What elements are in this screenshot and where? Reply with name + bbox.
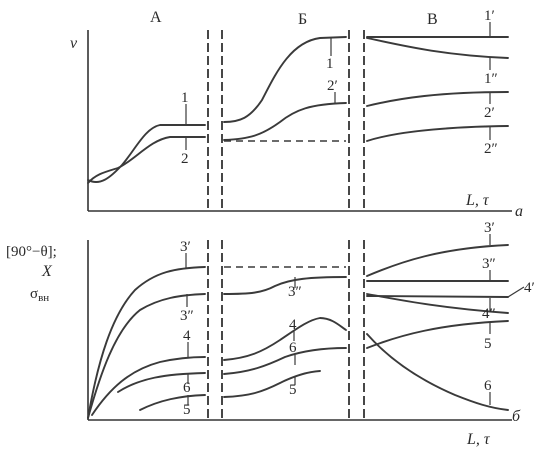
curve-4-zone-b [223, 317, 347, 361]
curve-2-zone-b [223, 102, 347, 141]
curve-3prime-zone-a [87, 266, 206, 419]
label-tick [507, 286, 525, 298]
curve-label: 4 [289, 317, 297, 333]
curve-label: 5 [289, 382, 297, 398]
curve-6-zone-a [117, 372, 206, 393]
top-panel-letter: а [515, 203, 523, 220]
curve-label: 2 [181, 151, 189, 167]
curve-3prime-zone-c [366, 244, 509, 277]
curve-3dprime-zone-b [223, 276, 347, 295]
curve-label: 1″ [484, 71, 498, 87]
curve-label: 4 [183, 328, 191, 344]
curve-label: 1 [181, 90, 189, 106]
curve-label: 4′ [524, 280, 535, 296]
curve-label: 1 [326, 56, 334, 72]
curve-label: 6 [484, 378, 492, 394]
curve-4-zone-a [91, 356, 206, 416]
curve-2dprime-zone-c [366, 125, 509, 142]
bottom-y-label-line1: [90°−θ]; [6, 244, 57, 260]
curve-2prime-zone-c [366, 91, 509, 107]
curve-6-zone-c [366, 333, 509, 411]
bottom-panel: [90°−θ]; X σвн L, τ б [6, 220, 535, 448]
top-y-label: v [70, 35, 78, 52]
curve-label: 5 [183, 402, 191, 418]
curve-label: 6 [289, 340, 297, 356]
top-panel: v L, τ а 1 2 1 2′ 1′ 1″ [70, 8, 523, 220]
curve-label: 3″ [288, 284, 302, 300]
curve-5-zone-b [223, 370, 321, 398]
sigma-symbol: σ [30, 286, 38, 302]
curve-label: 2′ [484, 105, 495, 121]
curve-1dprime-zone-c [366, 37, 509, 59]
zone-c-label: В [427, 11, 438, 28]
curve-label: 4″ [482, 306, 496, 322]
curve-6-zone-b [223, 347, 347, 375]
curve-label: 2′ [327, 78, 338, 94]
curve-4prime-zone-c [366, 295, 509, 298]
curve-label: 3″ [180, 308, 194, 324]
curve-label: 5 [484, 336, 492, 352]
curve-label: 3′ [180, 239, 191, 255]
curve-label: 6 [183, 380, 191, 396]
bottom-panel-letter: б [512, 408, 521, 425]
top-x-label: L, τ [465, 192, 490, 209]
sigma-subscript: вн [38, 292, 49, 304]
zone-a-label: А [150, 9, 162, 26]
bottom-y-label-line2: X [41, 263, 53, 280]
curve-2-zone-a [87, 136, 206, 184]
curve-3dprime-zone-a [87, 293, 206, 419]
curve-5-zone-a [139, 394, 206, 411]
bottom-x-label: L, τ [466, 431, 491, 448]
curve-label: 3″ [482, 256, 496, 272]
curve-label: 1′ [484, 8, 495, 24]
bottom-y-label-line3: σвн [30, 286, 49, 304]
curve-1-zone-b [223, 36, 347, 123]
curve-label: 3′ [484, 220, 495, 236]
curve-label: 2″ [484, 141, 498, 157]
curve-5-zone-c [366, 320, 509, 349]
zone-b-label: Б [298, 11, 307, 28]
